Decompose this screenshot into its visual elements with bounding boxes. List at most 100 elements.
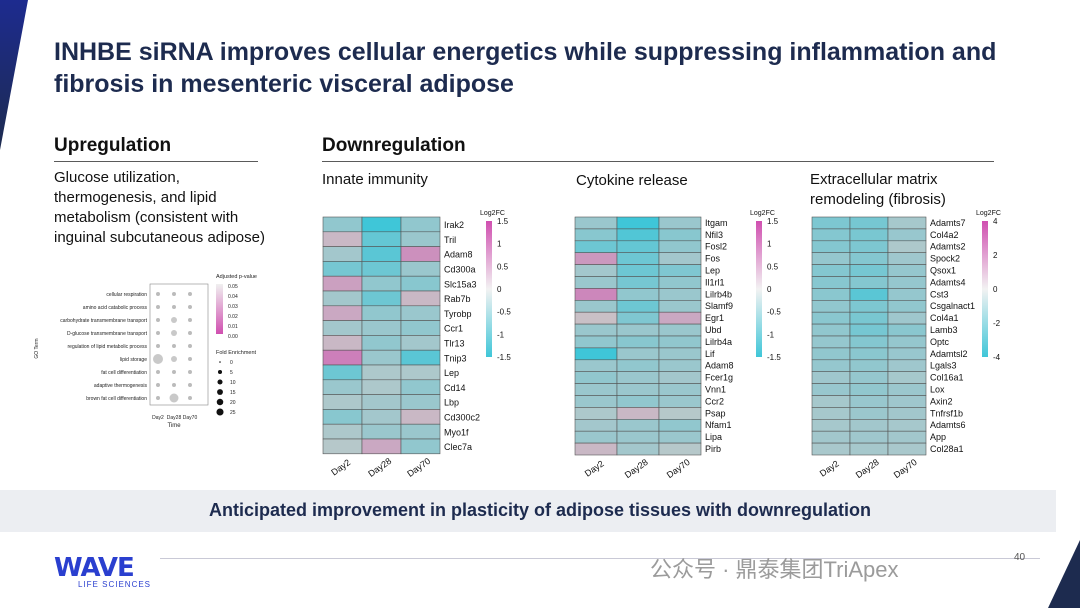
heatmap-cell (616, 430, 660, 444)
dot (172, 370, 176, 374)
legend-title: Log2FC (976, 210, 1001, 217)
gene-label: Irak2 (444, 220, 464, 230)
heatmap-cell (616, 335, 660, 349)
heatmap-cell (887, 288, 927, 301)
gene-label: Lep (705, 266, 720, 276)
heatmap-cell (849, 335, 889, 349)
pvalue-tick: 0.03 (228, 304, 238, 310)
gene-label: Ccr1 (444, 324, 463, 334)
heatmap-cell (616, 252, 660, 265)
gene-label: Qsox1 (930, 266, 956, 276)
heatmap-cell (574, 311, 618, 325)
heatmap-cell (322, 290, 363, 307)
heatmap-cell (361, 364, 402, 381)
heatmap-cell (849, 240, 889, 253)
corner-stripe (1048, 540, 1080, 608)
legend-colorbar (756, 221, 762, 357)
legend-tick: 1 (497, 240, 502, 249)
gene-label: Fos (705, 254, 721, 264)
heatmap-cell (887, 252, 927, 265)
gene-label: Lbp (444, 398, 459, 408)
legend-tick: 1 (767, 240, 772, 249)
heatmap-cell (849, 419, 889, 432)
heatmap-cell (811, 264, 851, 277)
heatmap-cell (849, 371, 889, 384)
heatmap-cell (322, 261, 363, 277)
heatmap-cell (400, 349, 441, 366)
heatmap-cell (887, 323, 927, 337)
heatmap-cell (658, 216, 702, 230)
gene-label: Egr1 (705, 313, 724, 323)
time-label: Day2 (152, 415, 164, 421)
heatmap-cell (574, 288, 618, 301)
heatmap-cell (616, 216, 660, 230)
cytokine-release-title: Cytokine release (576, 172, 688, 189)
dot (171, 356, 177, 362)
legend-tick: -1.5 (767, 353, 781, 362)
wave-logo: WAVE (54, 553, 135, 583)
heatmap-cell (574, 252, 618, 265)
heatmap-cell (658, 264, 702, 277)
heatmap-cell (849, 300, 889, 313)
legend-title: Log2FC (480, 210, 505, 217)
day-label: Day2 (583, 458, 606, 478)
downregulation-rule (322, 161, 994, 162)
dot (171, 317, 177, 323)
legend-colorbar (486, 221, 492, 357)
size-legend-dot (216, 398, 224, 406)
heatmap-cell (361, 261, 402, 277)
heatmap-cell (849, 383, 889, 396)
gene-label: Lif (705, 349, 715, 359)
heatmap-cell (658, 383, 702, 396)
heatmap-cell (811, 240, 851, 253)
heatmap-cell (574, 240, 618, 253)
legend-tick: -2 (993, 319, 1001, 328)
size-legend-dot (217, 379, 223, 385)
day-label: Day2 (329, 457, 352, 477)
dot (153, 354, 163, 364)
time-label: Day28 (167, 415, 182, 421)
heatmap-cell (887, 264, 927, 277)
heatmap-cell (574, 335, 618, 349)
heatmap-cell (811, 407, 851, 420)
heatmap-cell (616, 407, 660, 420)
gene-label: Col4a1 (930, 313, 959, 323)
heatmap-cell (322, 246, 363, 262)
innate-immunity-title: Innate immunity (322, 171, 428, 188)
legend-tick: 0.5 (767, 262, 779, 271)
heatmap-cell (574, 276, 618, 289)
heatmap-cell (616, 288, 660, 301)
heatmap-cell (811, 347, 851, 361)
legend-tick: 1.5 (497, 217, 509, 226)
heatmap-cell (811, 300, 851, 313)
heatmap-cell (616, 264, 660, 277)
size-legend-title: Fold Enrichment (216, 350, 257, 356)
gene-label: Fosl2 (705, 242, 727, 252)
heatmap-cell (361, 320, 402, 336)
upregulation-description: Glucose utilization, thermogenesis, and … (54, 169, 265, 246)
gene-label: Fcer1g (705, 373, 733, 383)
size-legend-tick: 10 (230, 380, 236, 386)
gene-label: Adamtsl2 (930, 349, 968, 359)
heatmap-cell (658, 371, 702, 384)
heatmap-cell (658, 359, 702, 373)
size-legend-dot (216, 408, 224, 416)
heatmap-cell (811, 288, 851, 301)
gene-label: Axin2 (930, 396, 953, 406)
go-term-label: cellular respiration (106, 292, 147, 298)
heatmap-cell (811, 252, 851, 265)
heatmap-cell (887, 442, 927, 456)
heatmap-cell (811, 311, 851, 325)
dot (156, 344, 160, 348)
heatmap-cell (616, 371, 660, 384)
gene-label: Ccr2 (705, 396, 724, 406)
heatmap-cell (322, 423, 363, 440)
dot (172, 292, 176, 296)
heatmap-cell (400, 246, 441, 262)
dot (188, 396, 192, 400)
heatmap-cell (658, 288, 702, 301)
heatmap-cell (574, 419, 618, 432)
gene-label: Adamts6 (930, 420, 966, 430)
dot (156, 305, 160, 309)
